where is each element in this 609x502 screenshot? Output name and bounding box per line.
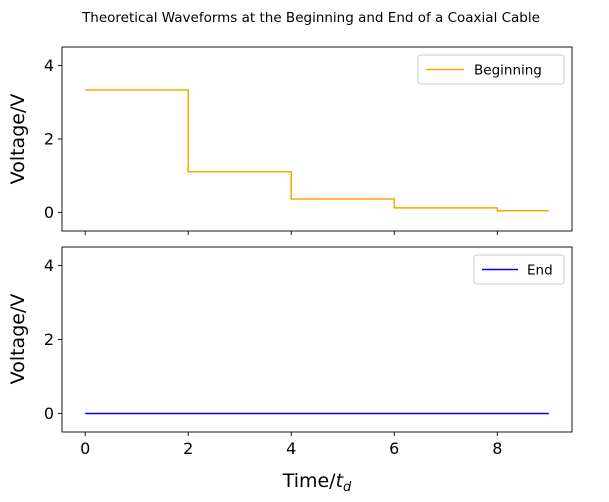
x-tick-label-8: 8 — [492, 439, 502, 458]
y-tick-label-bottom-2: 2 — [44, 330, 54, 349]
x-axis-label: Time/td — [282, 470, 352, 495]
x-tick-label-0: 0 — [80, 439, 90, 458]
legend-label-beginning: Beginning — [474, 63, 542, 79]
y-axis-label-top: Voltage/V — [7, 94, 29, 185]
legend-box-bottom — [473, 254, 565, 285]
y-tick-label-bottom-0: 0 — [44, 404, 54, 423]
series-layer-top — [85, 89, 549, 212]
x-tick-label-4: 4 — [286, 439, 296, 458]
x-tick-label-6: 6 — [389, 439, 399, 458]
panel-beginning: Voltage/V 0 2 4 Beginning — [7, 46, 573, 235]
ticks-layer-bottom: 0 2 4 0 2 4 6 8 — [44, 256, 503, 458]
legend-box-top — [417, 54, 565, 85]
legend-label-end: End — [527, 263, 553, 279]
legend-top: Beginning — [417, 54, 565, 85]
y-axis-label-bottom: Voltage/V — [7, 294, 29, 385]
x-axis-label-t: t — [336, 470, 345, 492]
y-tick-label-bottom-4: 4 — [44, 256, 54, 275]
chart-title: Theoretical Waveforms at the Beginning a… — [81, 10, 540, 26]
y-tick-label-top-0: 0 — [44, 203, 54, 222]
y-tick-label-top-2: 2 — [44, 130, 54, 149]
panel-end: Voltage/V 0 2 4 0 2 4 6 8 End — [7, 246, 573, 458]
y-tick-label-top-4: 4 — [44, 56, 54, 75]
x-axis-label-main: Time/ — [282, 470, 336, 492]
series-line-beginning — [85, 89, 549, 212]
ticks-layer-top: 0 2 4 — [44, 56, 498, 235]
legend-bottom: End — [473, 254, 565, 285]
x-axis-label-sub: d — [343, 480, 352, 495]
x-tick-label-2: 2 — [183, 439, 193, 458]
